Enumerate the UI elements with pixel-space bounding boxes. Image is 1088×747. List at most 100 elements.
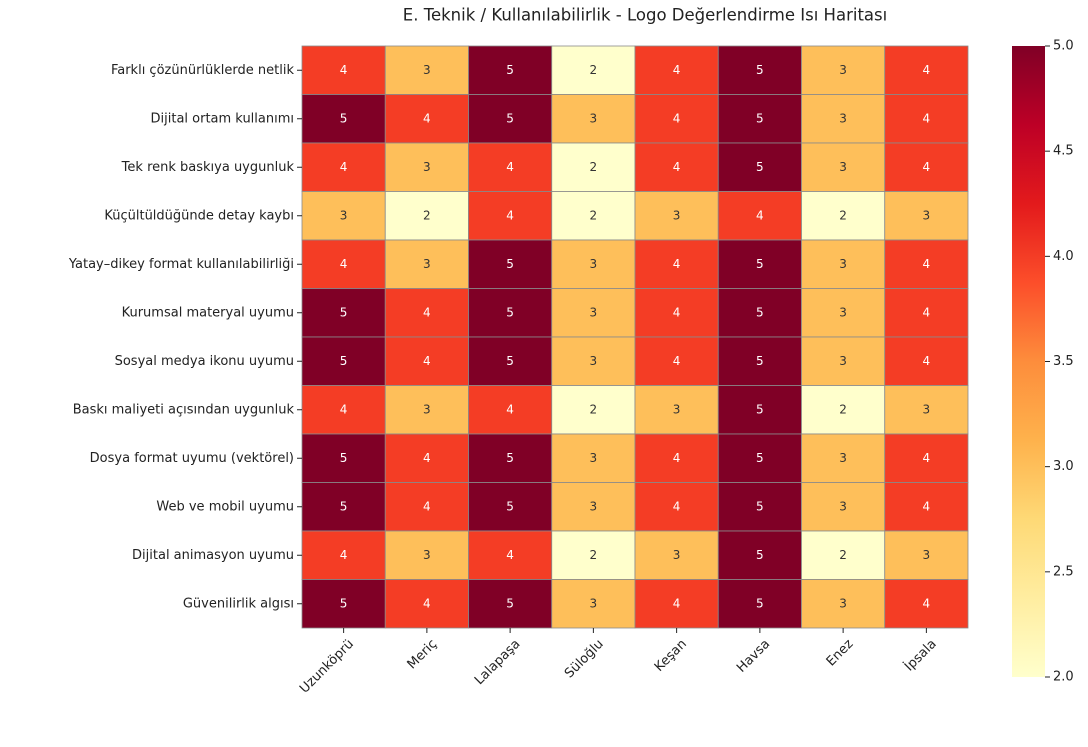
cell-label: 3 [590, 499, 598, 513]
cell-label: 4 [340, 548, 348, 562]
cell [801, 433, 886, 483]
cell-label: 2 [590, 63, 598, 77]
cell-label: 4 [340, 257, 348, 271]
cell-label: 4 [673, 160, 681, 174]
y-tick-label: Farklı çözünürlüklerde netlik [111, 63, 295, 78]
cell [634, 239, 719, 289]
cell [717, 385, 802, 435]
cell-label: 4 [506, 402, 514, 416]
cell-label: 2 [590, 548, 598, 562]
y-tick-label: Sosyal medya ikonu uyumu [115, 354, 294, 369]
y-tick-label: Kurumsal materyal uyumu [122, 305, 294, 320]
cell [468, 482, 553, 532]
cell-label: 3 [590, 354, 598, 368]
cell [884, 579, 969, 629]
cell [634, 336, 719, 386]
chart-title: E. Teknik / Kullanılabilirlik - Logo Değ… [403, 6, 887, 25]
cell-label: 3 [340, 208, 348, 222]
cell [801, 288, 886, 338]
cell-label: 3 [423, 63, 431, 77]
cell-label: 4 [340, 402, 348, 416]
cell-label: 5 [756, 305, 764, 319]
cell [717, 94, 802, 144]
cell-label: 5 [756, 596, 764, 610]
x-tick-label: Keşan [652, 637, 690, 675]
cell [634, 385, 719, 435]
cell-label: 4 [673, 354, 681, 368]
cell-label: 4 [756, 208, 764, 222]
cell [634, 433, 719, 483]
cell [634, 94, 719, 144]
cell-label: 5 [340, 596, 348, 610]
colorbar-tick-label: 2.0 [1053, 670, 1074, 685]
cell [551, 433, 636, 483]
cell [384, 45, 469, 95]
cell [717, 336, 802, 386]
cell [301, 530, 386, 580]
cell-label: 4 [923, 160, 931, 174]
cell [884, 288, 969, 338]
cell-label: 4 [423, 111, 431, 125]
cell-label: 4 [673, 63, 681, 77]
x-tick-label: Enez [824, 637, 857, 670]
cell [301, 482, 386, 532]
cell-label: 3 [839, 596, 847, 610]
cell-label: 4 [340, 160, 348, 174]
cell-label: 2 [423, 208, 431, 222]
cell [384, 482, 469, 532]
cell [384, 433, 469, 483]
cell-label: 4 [673, 305, 681, 319]
cell-label: 5 [756, 160, 764, 174]
cell-label: 2 [839, 402, 847, 416]
cell [468, 433, 553, 483]
cell-label: 3 [839, 160, 847, 174]
cell-label: 5 [506, 111, 514, 125]
x-tick-label: Havsa [734, 637, 773, 676]
cell-label: 4 [923, 354, 931, 368]
colorbar [1012, 46, 1045, 677]
cell-label: 4 [923, 63, 931, 77]
cell-label: 2 [839, 548, 847, 562]
cell-label: 4 [423, 451, 431, 465]
y-tick-label: Küçültüldüğünde detay kaybı [104, 208, 294, 223]
cell [884, 385, 969, 435]
cell [551, 142, 636, 192]
cell [634, 288, 719, 338]
cell [717, 579, 802, 629]
cell [551, 579, 636, 629]
cell [634, 530, 719, 580]
cell [384, 239, 469, 289]
colorbar-tick-label: 4.0 [1053, 249, 1074, 264]
cell-label: 4 [340, 63, 348, 77]
cell-label: 3 [590, 257, 598, 271]
cell-label: 3 [590, 596, 598, 610]
cell [884, 191, 969, 241]
cell [801, 239, 886, 289]
cell-label: 3 [673, 208, 681, 222]
cell-label: 4 [923, 111, 931, 125]
cell [301, 579, 386, 629]
cell [301, 288, 386, 338]
cell-label: 4 [423, 305, 431, 319]
cell-label: 4 [423, 354, 431, 368]
cell-label: 4 [423, 499, 431, 513]
cell-label: 3 [923, 208, 931, 222]
y-tick-label: Güvenilirlik algısı [183, 596, 294, 611]
cell [634, 142, 719, 192]
cell-label: 3 [673, 548, 681, 562]
cell-label: 4 [673, 451, 681, 465]
cell-label: 5 [756, 63, 764, 77]
cell [717, 288, 802, 338]
y-tick-label: Yatay–dikey format kullanılabilirliği [68, 257, 294, 272]
cell-label: 3 [923, 402, 931, 416]
cell [884, 45, 969, 95]
cell [468, 288, 553, 338]
cell [884, 433, 969, 483]
cell-label: 5 [756, 402, 764, 416]
cell-label: 3 [423, 160, 431, 174]
colorbar-tick-label: 3.0 [1053, 459, 1074, 474]
cell-label: 5 [756, 499, 764, 513]
cell-label: 5 [756, 111, 764, 125]
cell [884, 239, 969, 289]
